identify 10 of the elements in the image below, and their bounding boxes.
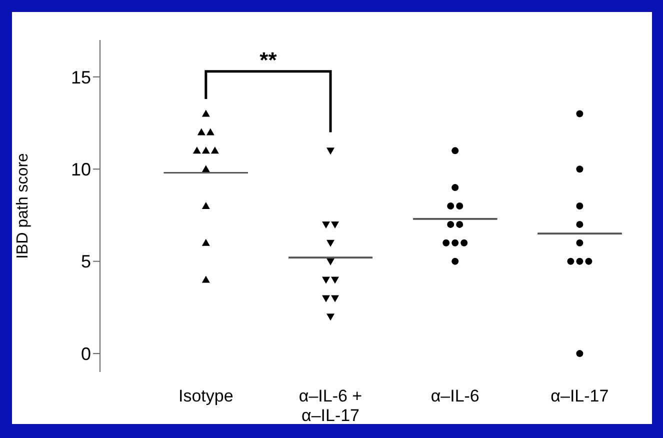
y-tick-label: 15 [70, 67, 91, 88]
y-tick-label: 0 [80, 344, 91, 364]
x-tick-label: Isotype [178, 386, 234, 406]
y-axis-title: IBD path score [14, 152, 32, 259]
x-tick-label: α–IL-6 + α–IL-17 [298, 386, 362, 425]
y-tick-label: 10 [70, 160, 91, 180]
x-tick-label: α–IL-17 [550, 386, 609, 406]
x-tick-label: α–IL-6 [430, 386, 480, 406]
annotation: ** [260, 47, 278, 72]
y-tick-label: 5 [80, 252, 91, 272]
